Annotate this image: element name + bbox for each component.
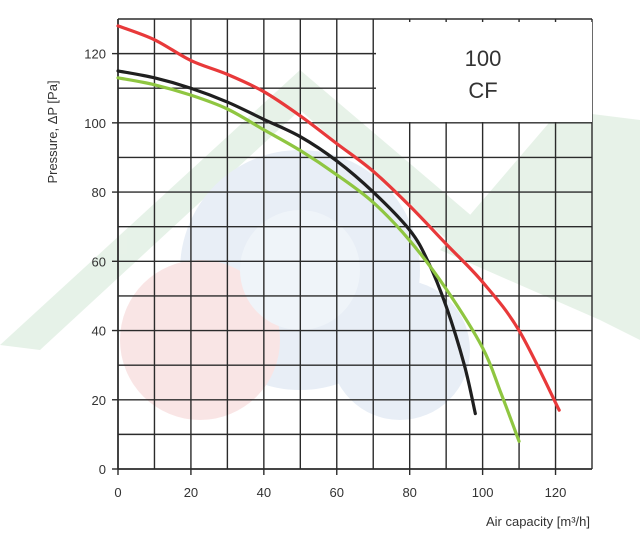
x-axis-title: Air capacity [m³/h] xyxy=(486,514,590,529)
x-tick-label: 0 xyxy=(114,485,121,500)
series-group xyxy=(116,24,561,443)
tick-labels: 0 20 40 60 80 100 120 0 20 40 60 80 100 120 xyxy=(84,47,566,500)
series-line-3 xyxy=(116,76,521,443)
info-box-line2: CF xyxy=(468,78,497,103)
y-tick-label: 60 xyxy=(92,254,106,269)
y-tick-label: 40 xyxy=(92,324,106,339)
info-box: 100 CF xyxy=(376,22,592,122)
y-tick-label: 100 xyxy=(84,116,106,131)
info-box-line1: 100 xyxy=(465,46,502,71)
x-tick-label: 100 xyxy=(472,485,494,500)
axes xyxy=(112,19,592,475)
series-line-2 xyxy=(116,69,477,416)
x-tick-label: 80 xyxy=(402,485,416,500)
y-tick-label: 0 xyxy=(99,462,106,477)
y-tick-label: 80 xyxy=(92,185,106,200)
x-tick-label: 40 xyxy=(257,485,271,500)
series-line-1 xyxy=(116,24,561,412)
y-tick-label: 20 xyxy=(92,393,106,408)
x-tick-label: 120 xyxy=(545,485,567,500)
y-tick-label: 120 xyxy=(84,47,106,62)
x-tick-label: 60 xyxy=(330,485,344,500)
x-tick-label: 20 xyxy=(184,485,198,500)
y-axis-title: Pressure, ΔP [Pa] xyxy=(45,80,60,183)
info-box-background xyxy=(376,22,592,122)
